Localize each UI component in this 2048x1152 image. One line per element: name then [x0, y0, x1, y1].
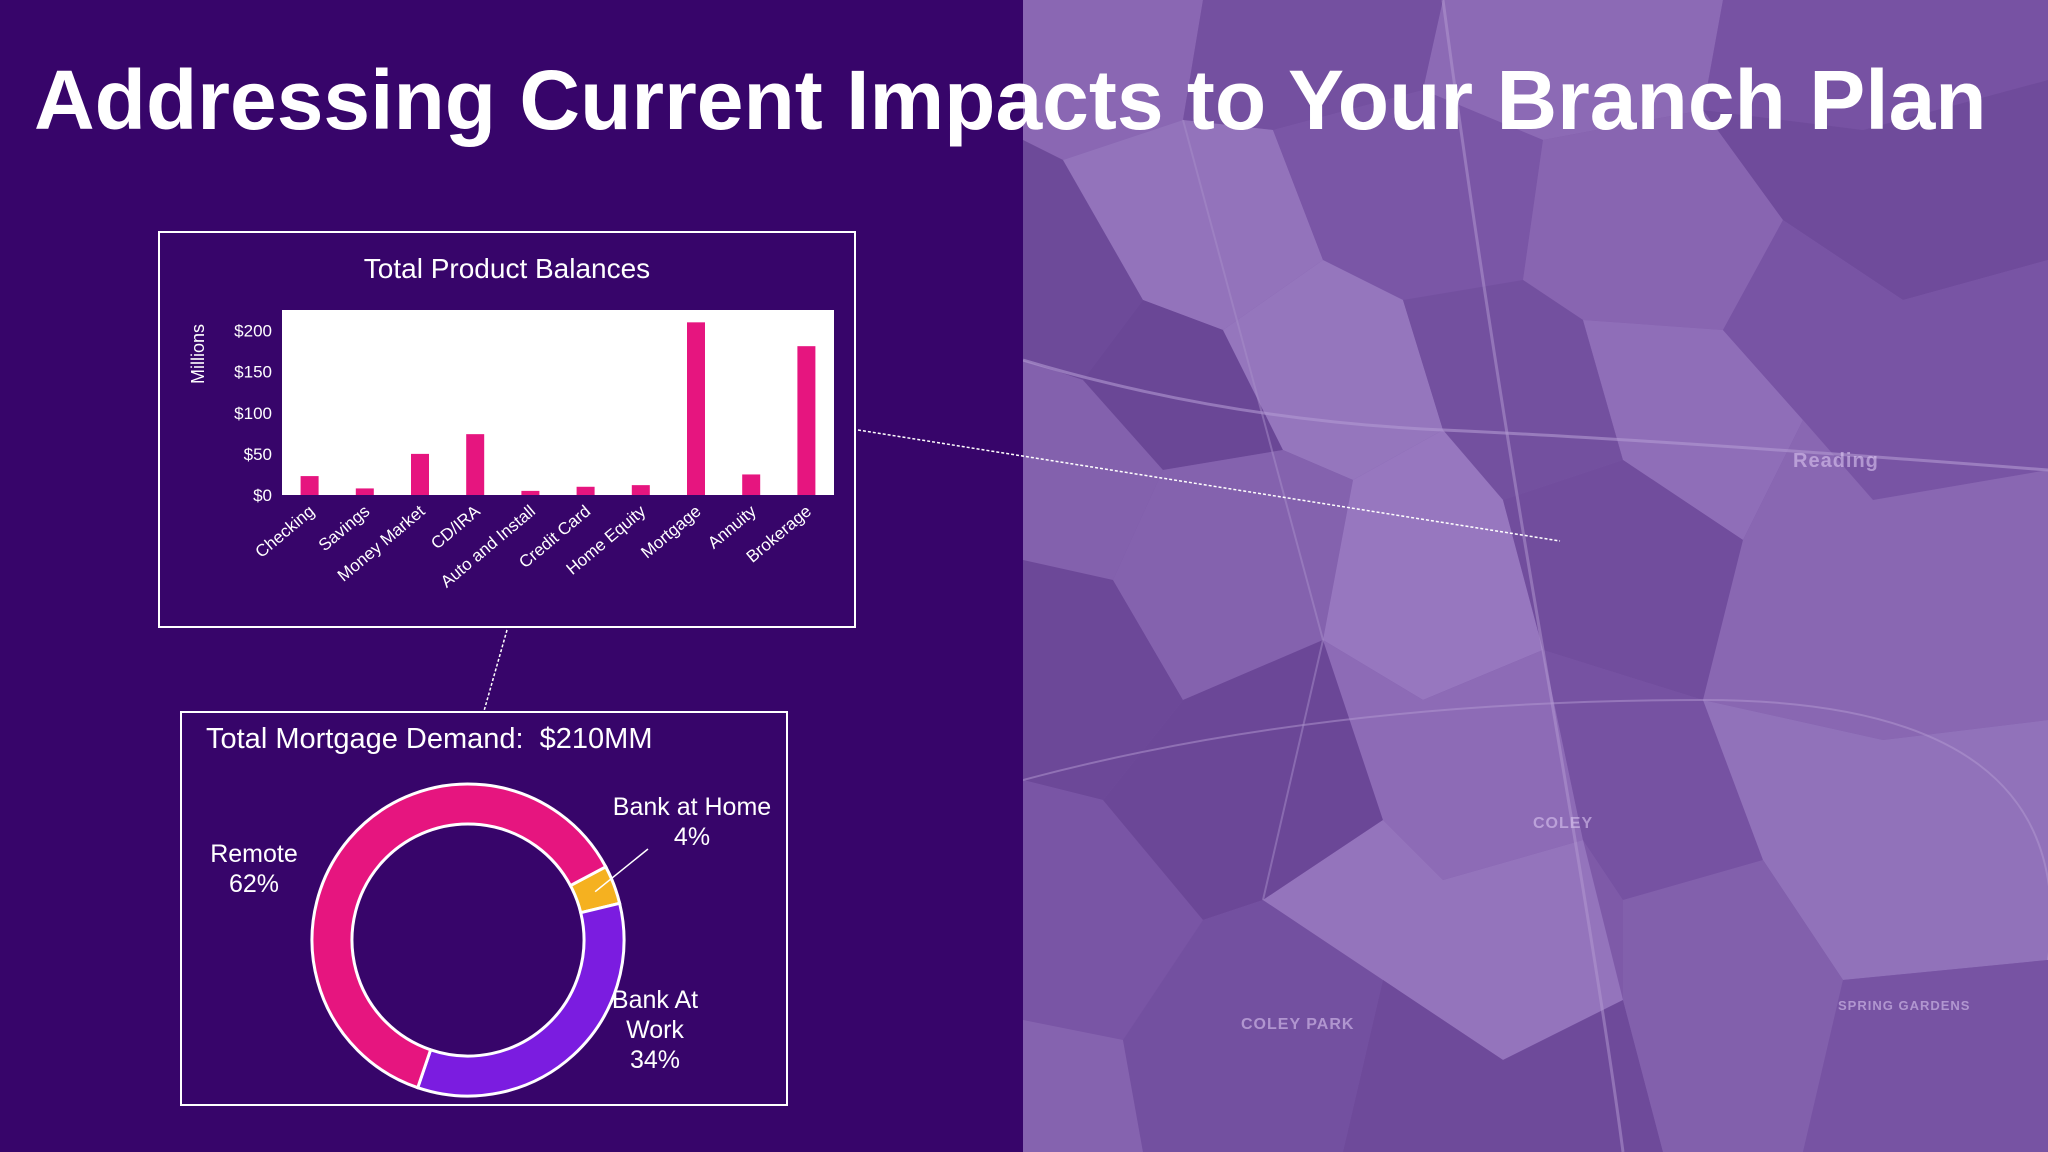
bar-checking — [300, 476, 319, 495]
donut-chart — [310, 782, 649, 1098]
bar-auto-and-install — [521, 490, 540, 495]
label-bank-at-home-value: 4% — [673, 823, 711, 851]
map-label-coley-park: COLEY PARK — [1241, 1016, 1355, 1033]
map-label-coley: COLEY — [1533, 815, 1594, 832]
map-image — [1023, 0, 2048, 1152]
y-tick-label: $200 — [234, 322, 272, 341]
donut-slice-remote — [310, 782, 608, 1090]
label-bank-at-home-name: Bank at Home — [612, 793, 772, 821]
y-tick-label: $100 — [234, 404, 272, 423]
donut-slice-bank-at-work — [415, 901, 626, 1098]
mortgage-demand-panel: Total Mortgage Demand: $210MM Remote 62%… — [180, 711, 788, 1106]
label-bank-at-home: Bank at Home 4% — [602, 792, 782, 852]
bar-money-market — [411, 453, 429, 495]
bar-chart-title: Total Product Balances — [363, 253, 651, 284]
bar-annuity — [742, 474, 761, 495]
plot-area — [282, 310, 834, 495]
y-tick-label: $0 — [253, 486, 272, 505]
x-tick-label: Auto and Install — [437, 502, 539, 592]
label-remote-value: 62% — [228, 870, 280, 898]
label-remote-name: Remote — [210, 840, 298, 868]
chart-connector-line — [483, 629, 508, 712]
slide-title: Addressing Current Impacts to Your Branc… — [34, 53, 1987, 147]
product-balances-panel: Total Product Balances $0 $50 $100 $150 $200… — [158, 231, 856, 628]
y-axis-label: Millions — [188, 324, 208, 384]
label-bank-at-work-name: Bank At Work — [611, 986, 699, 1044]
donut-chart-title: Total Mortgage Demand: $210MM — [206, 723, 653, 755]
map-background: Reading COLEY COLEY PARK SPRING GARDENS — [1023, 0, 2048, 1152]
bar-brokerage — [797, 346, 816, 495]
bank-at-home-leader-line — [594, 848, 649, 893]
map-label-reading: Reading — [1793, 450, 1879, 472]
bar-credit-card — [576, 486, 595, 495]
bar-cd-ira — [466, 434, 485, 495]
label-remote: Remote 62% — [204, 839, 304, 899]
map-label-spring-gardens: SPRING GARDENS — [1838, 998, 1971, 1013]
x-tick-label: Checking — [252, 502, 319, 562]
y-tick-label: $50 — [244, 445, 272, 464]
label-bank-at-work: Bank At Work 34% — [600, 985, 710, 1075]
bar-mortgage — [687, 322, 705, 495]
bar-home-equity — [631, 485, 650, 495]
bar-savings — [355, 488, 374, 495]
x-tick-label: Mortgage — [637, 502, 704, 563]
y-tick-label: $150 — [234, 363, 272, 382]
label-bank-at-work-value: 34% — [629, 1046, 681, 1074]
bar-chart: $0$50$100$150$200MillionsCheckingSavings… — [188, 310, 834, 592]
